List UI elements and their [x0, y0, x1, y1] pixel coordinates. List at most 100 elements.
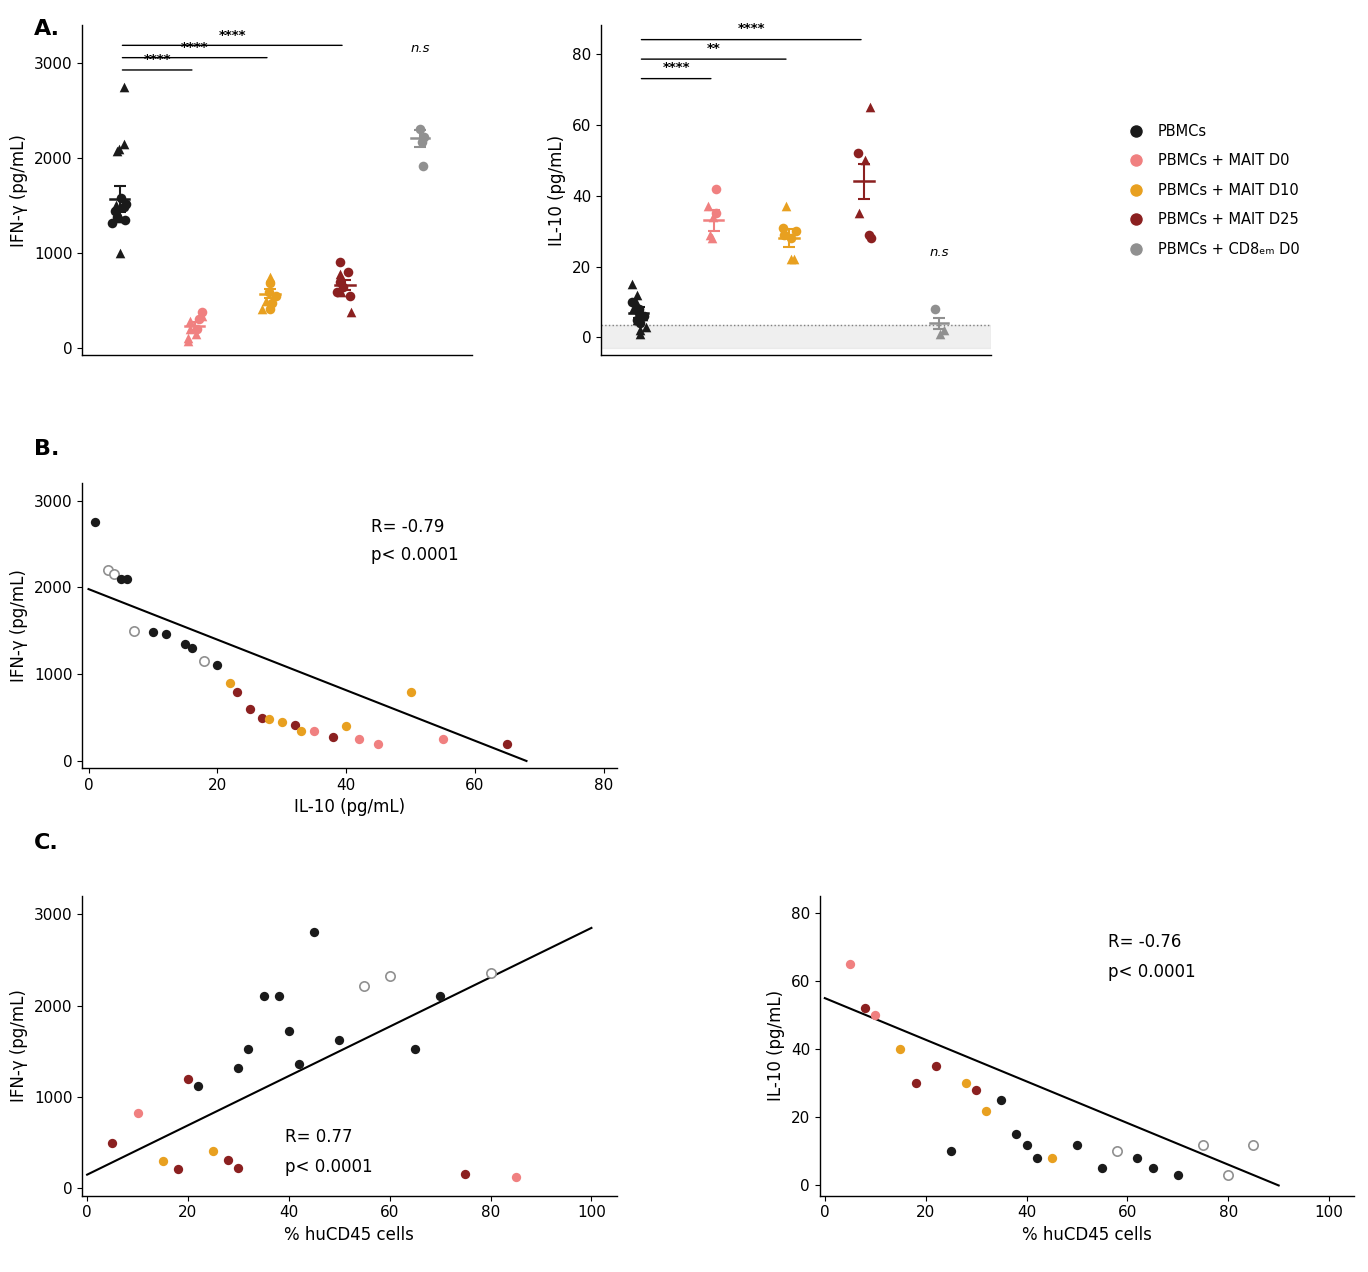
- Point: [105, 140, 127, 160]
- Point: [127, 1103, 149, 1123]
- Point: [1066, 1135, 1088, 1155]
- Point: [189, 309, 211, 329]
- Point: [629, 321, 651, 341]
- Point: [628, 299, 650, 319]
- Point: [1242, 1135, 1264, 1155]
- Point: [430, 986, 451, 1006]
- Point: [304, 922, 326, 943]
- Point: [109, 243, 131, 263]
- Point: [379, 967, 401, 987]
- Point: [218, 1150, 239, 1170]
- Point: [353, 976, 375, 996]
- Point: [772, 218, 793, 238]
- Point: [859, 97, 881, 117]
- Point: [621, 291, 643, 312]
- Point: [702, 207, 724, 228]
- Point: [167, 1159, 189, 1179]
- Point: [202, 1141, 224, 1161]
- Point: [632, 307, 654, 327]
- Point: [699, 224, 721, 244]
- Point: [839, 954, 860, 974]
- Point: [108, 139, 130, 159]
- Y-axis label: IL-10 (pg/mL): IL-10 (pg/mL): [549, 135, 566, 245]
- Text: ****: ****: [144, 53, 171, 66]
- Point: [111, 188, 133, 209]
- Point: [505, 1168, 527, 1188]
- Legend: PBMCs, PBMCs + MAIT D0, PBMCs + MAIT D10, PBMCs + MAIT D25, PBMCs + CD8ₑₘ D0: PBMCs, PBMCs + MAIT D0, PBMCs + MAIT D10…: [1116, 118, 1305, 263]
- Point: [176, 331, 198, 351]
- Point: [413, 127, 435, 148]
- Point: [627, 309, 648, 329]
- Point: [412, 155, 434, 176]
- Point: [104, 565, 126, 585]
- Point: [227, 1158, 249, 1178]
- Y-axis label: IFN-γ (pg/mL): IFN-γ (pg/mL): [10, 569, 29, 682]
- Point: [174, 633, 196, 654]
- Point: [940, 1141, 962, 1161]
- Point: [409, 118, 431, 139]
- Point: [101, 214, 123, 234]
- Point: [848, 204, 870, 224]
- Point: [259, 709, 280, 729]
- Point: [116, 569, 138, 589]
- Point: [858, 224, 880, 244]
- Point: [929, 323, 951, 343]
- Text: B.: B.: [34, 439, 60, 459]
- Point: [271, 712, 293, 733]
- Point: [238, 1039, 260, 1060]
- Point: [186, 324, 208, 345]
- Point: [108, 207, 130, 228]
- Point: [347, 729, 369, 749]
- Point: [410, 132, 432, 153]
- Point: [109, 569, 131, 589]
- Point: [1026, 1149, 1048, 1169]
- Point: [859, 228, 881, 248]
- Bar: [601, 326, 992, 349]
- Point: [238, 698, 260, 719]
- Point: [253, 986, 275, 1006]
- Point: [152, 1151, 174, 1172]
- Point: [115, 193, 137, 214]
- Point: [104, 201, 126, 221]
- Text: ****: ****: [662, 61, 689, 74]
- Point: [192, 307, 213, 327]
- Text: ****: ****: [219, 28, 246, 42]
- Point: [337, 262, 358, 282]
- Text: p< 0.0001: p< 0.0001: [285, 1158, 373, 1175]
- Point: [83, 513, 105, 533]
- Point: [330, 252, 352, 272]
- Point: [933, 321, 955, 341]
- X-axis label: % huCD45 cells: % huCD45 cells: [1022, 1226, 1152, 1244]
- Point: [404, 1039, 425, 1060]
- Point: [176, 328, 198, 349]
- Point: [399, 682, 421, 702]
- Point: [705, 178, 726, 198]
- Point: [1041, 1149, 1063, 1169]
- Point: [1142, 1159, 1164, 1179]
- Point: [115, 210, 137, 230]
- Point: [252, 299, 274, 319]
- Point: [1107, 1141, 1129, 1161]
- Point: [328, 263, 350, 284]
- Point: [227, 1057, 249, 1077]
- Point: [176, 1068, 198, 1089]
- Point: [332, 277, 354, 298]
- Point: [290, 720, 312, 740]
- Point: [1218, 1165, 1239, 1186]
- Point: [101, 1132, 123, 1152]
- Point: [628, 303, 650, 323]
- Point: [186, 318, 208, 338]
- Point: [702, 228, 724, 248]
- Point: [108, 205, 130, 225]
- Point: [629, 323, 651, 343]
- Point: [780, 249, 802, 270]
- Point: [1092, 1159, 1114, 1179]
- Point: [302, 720, 324, 740]
- Point: [990, 1090, 1012, 1110]
- Point: [261, 293, 283, 313]
- Text: A.: A.: [34, 19, 60, 39]
- Point: [698, 196, 720, 216]
- Point: [784, 249, 806, 270]
- Text: R= -0.79: R= -0.79: [371, 518, 445, 536]
- Point: [268, 986, 290, 1006]
